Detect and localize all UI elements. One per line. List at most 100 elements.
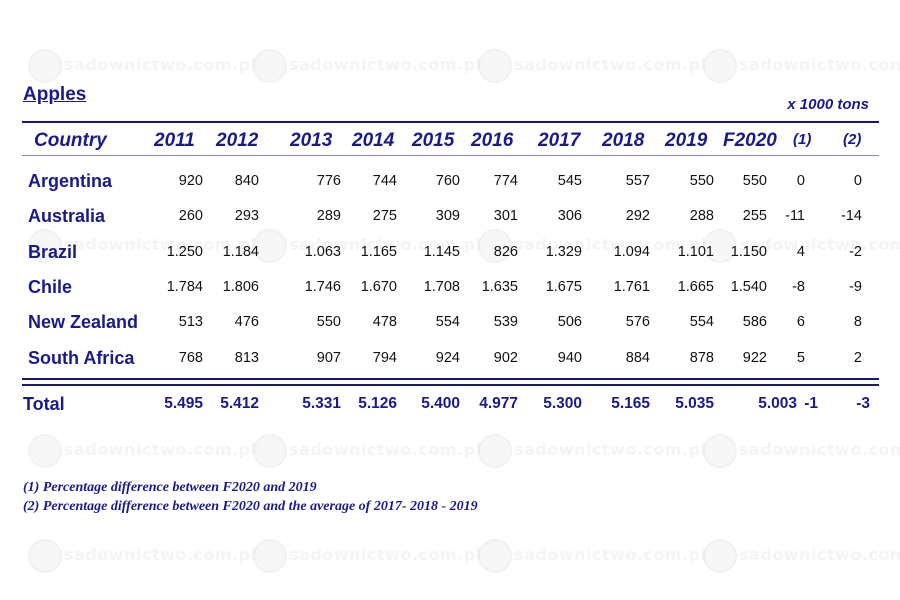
table-cell-value: 1.665 <box>677 279 714 295</box>
row-label-country: Chile <box>28 277 73 297</box>
table-cell-value: 774 <box>493 173 518 189</box>
table-cell-value: 292 <box>625 208 650 224</box>
table-cell-value: 301 <box>493 208 518 224</box>
row-label-country: New Zealand <box>28 312 139 332</box>
table-cell-value: 924 <box>435 350 460 366</box>
total-rule-lower <box>22 384 879 386</box>
table-cell-value: 1.708 <box>423 279 460 295</box>
table-cell-value: 1.063 <box>304 244 341 260</box>
table-cell-value: 506 <box>557 314 582 330</box>
table-cell-value: 744 <box>372 173 397 189</box>
total-row-label: Total <box>23 394 65 414</box>
table-header-rule <box>22 155 879 156</box>
column-header: 2018 <box>602 130 645 151</box>
total-cell-value: 5.126 <box>358 395 397 412</box>
column-header: Country <box>34 130 107 151</box>
column-header: 2019 <box>665 130 708 151</box>
table-cell-value: 4 <box>796 244 805 260</box>
total-rule-upper <box>22 378 879 380</box>
table-cell-value: 306 <box>557 208 582 224</box>
table-cell-value: 576 <box>625 314 650 330</box>
table-cell-value: 260 <box>178 208 203 224</box>
table-cell-value: 6 <box>796 314 805 330</box>
table-cell-value: 1.746 <box>304 279 341 295</box>
table-cell-value: 768 <box>178 350 203 366</box>
row-label-country: Brazil <box>28 242 78 262</box>
table-cell-value: 255 <box>742 208 767 224</box>
table-cell-value: 1.150 <box>730 244 767 260</box>
row-label-country: Australia <box>28 206 106 226</box>
column-header: 2013 <box>290 130 333 151</box>
table-cell-value: 1.761 <box>613 279 650 295</box>
total-cell-value: 5.495 <box>164 395 203 412</box>
table-cell-value: 5 <box>796 350 805 366</box>
table-cell-value: 940 <box>557 350 582 366</box>
total-cell-value: 5.412 <box>220 395 259 412</box>
table-cell-value: 0 <box>796 173 805 189</box>
column-header: 2017 <box>538 130 581 151</box>
column-header: 2016 <box>471 130 514 151</box>
table-cell-value: 2 <box>853 350 862 366</box>
total-cell-value: -1 <box>804 395 818 412</box>
table-cell-value: 1.094 <box>613 244 650 260</box>
column-header: 2011 <box>154 130 195 151</box>
table-cell-value: 539 <box>493 314 518 330</box>
table-cell-value: 275 <box>372 208 397 224</box>
table-cell-value: 878 <box>689 350 714 366</box>
column-header: 2012 <box>216 130 259 151</box>
table-cell-value: 1.165 <box>360 244 397 260</box>
total-cell-value: 4.977 <box>479 395 518 412</box>
total-cell-value: 5.003 <box>758 395 797 412</box>
table-cell-value: -8 <box>792 279 805 295</box>
column-header: 2015 <box>412 130 455 151</box>
table-cell-value: 1.101 <box>677 244 714 260</box>
table-cell-value: 586 <box>742 314 767 330</box>
table-cell-value: 289 <box>316 208 341 224</box>
table-cell-value: 776 <box>316 173 341 189</box>
table-cell-value: 557 <box>625 173 650 189</box>
table-cell-value: 1.784 <box>166 279 203 295</box>
table-cell-value: 545 <box>557 173 582 189</box>
table-cell-value: -9 <box>849 279 862 295</box>
column-header: 2014 <box>352 130 395 151</box>
table-cell-value: 1.329 <box>545 244 582 260</box>
column-header: (2) <box>843 131 862 148</box>
footnote-2: (2) Percentage difference between F2020 … <box>23 499 478 514</box>
table-cell-value: 1.675 <box>545 279 582 295</box>
table-cell-value: 293 <box>234 208 259 224</box>
table-cell-value: 760 <box>435 173 460 189</box>
table-cell-value: 478 <box>372 314 397 330</box>
table-cell-value: 920 <box>178 173 203 189</box>
table-cell-value: 794 <box>372 350 397 366</box>
table-cell-value: 813 <box>234 350 259 366</box>
table-cell-value: 922 <box>742 350 767 366</box>
table-cell-value: 550 <box>742 173 767 189</box>
total-cell-value: -3 <box>856 395 870 412</box>
total-cell-value: 5.400 <box>421 395 460 412</box>
total-cell-value: 5.300 <box>543 395 582 412</box>
table-cell-value: -2 <box>849 244 862 260</box>
table-cell-value: -11 <box>785 208 805 224</box>
total-cell-value: 5.331 <box>302 395 341 412</box>
table-cell-value: 902 <box>493 350 518 366</box>
table-top-rule <box>22 121 879 123</box>
table-cell-value: 1.145 <box>423 244 460 260</box>
footnote-1: (1) Percentage difference between F2020 … <box>23 480 317 495</box>
table-cell-value: 1.184 <box>222 244 259 260</box>
table-cell-value: 513 <box>178 314 203 330</box>
table-cell-value: 550 <box>316 314 341 330</box>
table-cell-value: 826 <box>493 244 518 260</box>
table-cell-value: 1.806 <box>222 279 259 295</box>
column-header: (1) <box>793 131 812 148</box>
table-cell-value: 288 <box>689 208 714 224</box>
total-cell-value: 5.035 <box>675 395 714 412</box>
table-cell-value: 8 <box>853 314 862 330</box>
table-cell-value: 1.540 <box>730 279 767 295</box>
table-cell-value: 1.635 <box>481 279 518 295</box>
table-cell-value: 840 <box>234 173 259 189</box>
row-label-country: South Africa <box>28 348 135 368</box>
page-title: Apples <box>23 84 87 105</box>
table-cell-value: 884 <box>625 350 650 366</box>
table-cell-value: 554 <box>689 314 714 330</box>
